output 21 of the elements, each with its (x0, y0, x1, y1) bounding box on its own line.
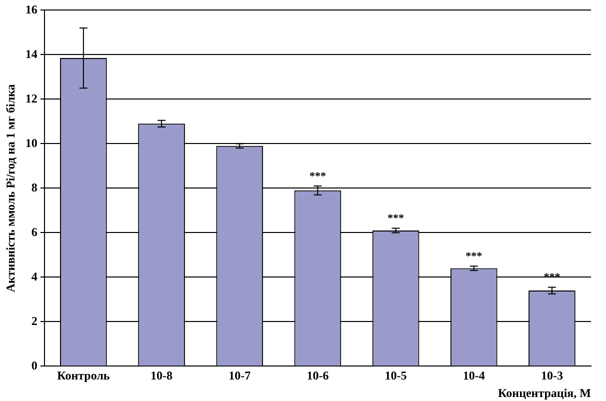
y-axis-title: Активність ммоль Pi/год на 1 мг білка (3, 84, 18, 292)
x-axis-title: Концентрація, М (498, 386, 591, 400)
y-tick-label: 2 (31, 314, 38, 328)
x-tick-label: 10-5 (384, 368, 407, 382)
x-tick-label: 10-7 (228, 368, 251, 382)
x-tick-label: 10-3 (540, 368, 563, 382)
y-tick-label: 10 (25, 136, 38, 150)
y-tick-label: 0 (31, 358, 38, 372)
y-tick-label: 16 (25, 2, 38, 16)
annotation: *** (309, 170, 326, 182)
annotation: *** (388, 212, 405, 225)
x-tick-label: 10-8 (150, 368, 173, 382)
x-tick-label: 10-4 (462, 368, 485, 382)
annotation: *** (466, 250, 483, 262)
y-tick-label: 6 (31, 224, 38, 239)
x-tick-label: Контроль (57, 368, 110, 382)
y-tick-label: 4 (31, 269, 38, 284)
y-tick-label: 8 (31, 180, 38, 194)
x-tick-label: 10-6 (306, 368, 329, 382)
y-tick-label: 12 (25, 91, 38, 106)
y-tick-label: 14 (25, 46, 38, 61)
